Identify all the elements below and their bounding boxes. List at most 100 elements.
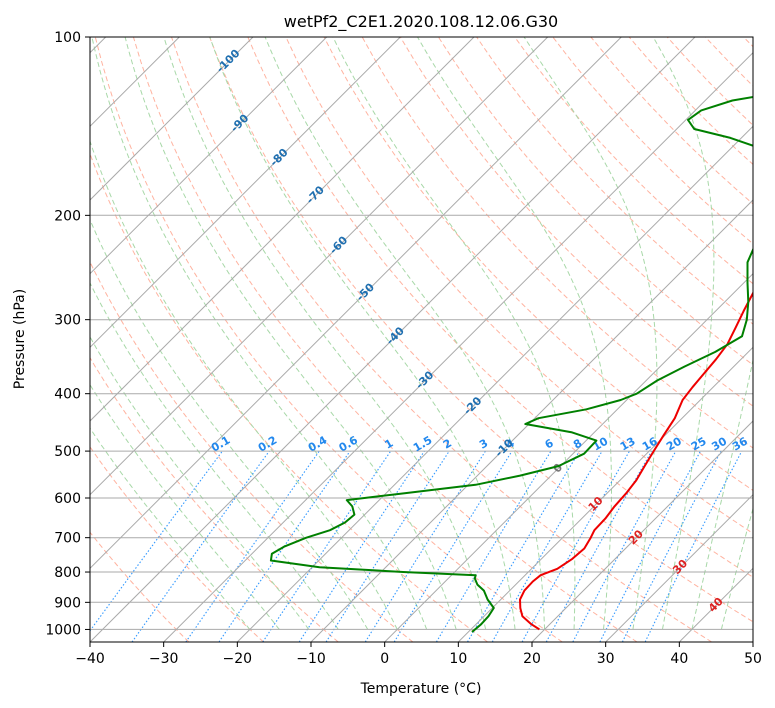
isotherm-line <box>236 125 753 642</box>
mixing-ratio-line <box>435 450 552 642</box>
mixing-ratio-line <box>393 450 513 642</box>
moist-adiabat <box>124 37 457 630</box>
mixing-ratio-line <box>621 450 722 642</box>
x-tick-label: 0 <box>380 651 389 667</box>
dry-adiabat <box>704 37 753 87</box>
x-tick-label: −10 <box>296 651 326 667</box>
background-grid <box>90 37 753 642</box>
mixing-ratio-line <box>325 450 450 642</box>
moist-adiabat <box>90 427 251 630</box>
mixing-ratio-line <box>185 450 320 642</box>
moist-adiabat <box>163 37 487 630</box>
moist-adiabat <box>90 218 369 630</box>
y-tick-label: 800 <box>54 565 81 581</box>
moist-adiabat <box>720 506 753 630</box>
chart-title: wetPf2_C2E1.2020.108.12.06.G30 <box>284 12 558 32</box>
x-tick-label: 40 <box>670 651 688 667</box>
moist-adiabat <box>417 37 612 630</box>
moist-adiabat <box>691 357 753 630</box>
y-tick-label: 400 <box>54 387 81 403</box>
isotherm-line <box>605 493 753 642</box>
mixing-ratio-line <box>262 450 392 642</box>
moist-adiabat <box>332 37 576 630</box>
x-tick-label: 10 <box>449 651 467 667</box>
y-tick-label: 200 <box>54 208 81 224</box>
mixing-ratio-line <box>218 450 351 642</box>
y-tick-label: 500 <box>54 444 81 460</box>
mixing-ratio-label: 3 <box>477 437 490 452</box>
dry-adiabat <box>90 356 339 642</box>
dry-adiabat <box>514 37 753 285</box>
mixing-ratio-line <box>467 450 580 642</box>
moist-adiabat <box>652 37 715 630</box>
isotherm-label: -60 <box>327 233 350 256</box>
mixing-ratio-line <box>90 450 223 632</box>
isotherm-line <box>457 346 753 642</box>
mixing-ratio-line <box>521 450 630 642</box>
x-tick-label: −30 <box>149 651 179 667</box>
dry-adiabat <box>361 37 753 449</box>
dry-adiabat <box>90 260 414 642</box>
dewpoint-line <box>269 96 753 633</box>
mixing-ratio-line <box>364 450 486 642</box>
isotherm-line <box>90 37 254 201</box>
isotherm-line <box>90 37 401 349</box>
dry-adiabat <box>94 37 563 642</box>
dry-adiabat <box>90 446 264 642</box>
y-tick-label: 1000 <box>45 622 81 638</box>
y-axis-label: Pressure (hPa) <box>12 289 28 389</box>
temperature-line <box>519 291 753 631</box>
plot-frame <box>89 36 754 643</box>
moist-adiabat <box>91 37 428 630</box>
dry-adiabat <box>743 37 753 48</box>
isotherm-line <box>90 37 328 275</box>
mixing-ratio-line <box>298 450 425 642</box>
mixing-ratio-line <box>545 450 653 642</box>
moist-adiabat <box>523 37 658 630</box>
mixing-ratio-label: 1 <box>382 437 395 452</box>
moist-adiabat <box>209 37 516 630</box>
dry-adiabat <box>247 37 753 578</box>
moist-adiabat <box>90 335 310 630</box>
moist-adiabat <box>90 139 398 630</box>
mixing-ratio-line <box>599 450 701 642</box>
x-tick-label: −40 <box>75 651 105 667</box>
dry-adiabat <box>90 152 488 642</box>
dry-adiabat <box>285 37 753 535</box>
mixing-ratio-line <box>131 450 270 642</box>
isotherm-line <box>531 420 753 642</box>
isotherm-line <box>384 272 753 642</box>
y-tick-label: 300 <box>54 313 81 329</box>
line-labels: 0.1 0.2 0.4 0.6 1 1.5 2 3 4 6 8 10 13 16 20 25 30 36-100-… <box>209 47 750 615</box>
mixing-ratio-label: 6 <box>543 436 556 451</box>
x-tick-label: 50 <box>744 651 762 667</box>
moist-adiabat <box>90 281 339 630</box>
y-tick-label: 700 <box>54 531 81 547</box>
x-tick-label: 20 <box>523 651 541 667</box>
y-tick-label: 100 <box>54 30 81 46</box>
x-tick-label: −20 <box>223 651 253 667</box>
isotherm-line <box>90 37 549 496</box>
axis-ticks: −40 −30 −20 −10 0 10 20 30 40 50 100 200 300 400 500 60… <box>45 30 762 667</box>
y-tick-label: 900 <box>54 595 81 611</box>
dry-adiabat <box>90 531 190 642</box>
y-tick-label: 600 <box>54 491 81 507</box>
dry-adiabat <box>323 37 753 491</box>
mixing-ratio-line <box>644 450 743 642</box>
mixing-ratio-line <box>572 450 677 642</box>
dry-adiabat <box>209 37 753 623</box>
dry-adiabat <box>437 37 753 366</box>
isotherm-line <box>752 641 753 642</box>
profile-series <box>269 96 753 633</box>
dry-adiabat <box>590 37 753 205</box>
isotherm-line <box>90 37 475 422</box>
dry-adiabat <box>399 37 753 407</box>
isotherm-line <box>90 37 622 570</box>
x-axis-label: Temperature (°C) <box>360 681 482 697</box>
dry-adiabat <box>171 37 712 642</box>
isotherm-line <box>90 37 696 642</box>
isotherm-line <box>163 51 753 642</box>
x-tick-label: 30 <box>597 651 615 667</box>
